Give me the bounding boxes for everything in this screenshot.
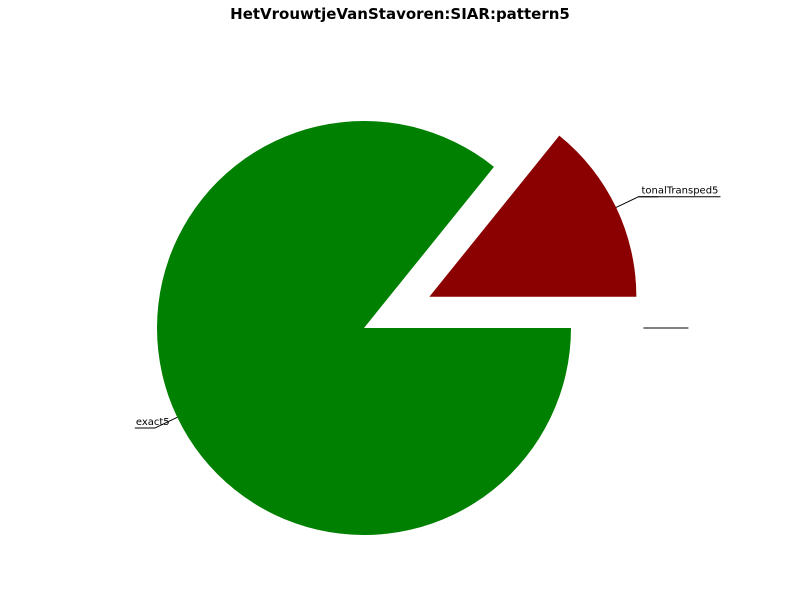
leader-line [615, 196, 659, 208]
pie-slice-exact5 [156, 120, 572, 535]
pie-slices [156, 120, 637, 535]
slice-label: exact5 [136, 417, 170, 428]
pie-labels: exact5 tonalTransped5 [134, 186, 721, 429]
slice-label: tonalTransped5 [642, 186, 719, 197]
chart-title: HetVrouwtjeVanStavoren:SIAR:pattern5 [230, 5, 570, 23]
pie-slice-tonalTransped5 [429, 135, 637, 297]
